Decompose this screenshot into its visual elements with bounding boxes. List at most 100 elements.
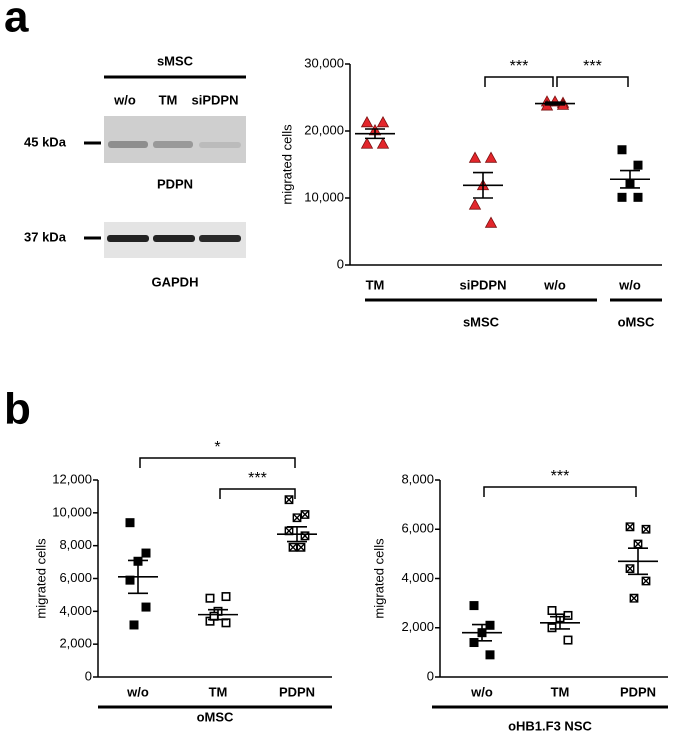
data-point	[296, 542, 306, 552]
x-tick-label: w/o	[543, 277, 566, 292]
data-point	[284, 495, 294, 505]
lane-label: siPDPN	[192, 92, 239, 107]
data-point	[141, 548, 151, 558]
significance-bracket	[556, 76, 629, 87]
x-tick-label: PDPN	[620, 684, 656, 699]
significance-bracket	[484, 76, 554, 87]
x-tick-label: w/o	[618, 277, 641, 292]
panel-letter: a	[4, 0, 29, 42]
y-tick-label: 4,000	[59, 603, 92, 618]
x-tick-label: TM	[551, 684, 570, 699]
data-point	[141, 602, 151, 612]
data-point	[360, 137, 374, 149]
data-point	[633, 539, 643, 549]
data-point	[360, 115, 374, 128]
sem-bar	[472, 623, 492, 642]
y-tick-label: 10,000	[52, 504, 92, 519]
data-point	[376, 137, 390, 149]
blot-band	[153, 141, 193, 148]
data-point	[288, 542, 298, 552]
x-tick-label: w/o	[470, 684, 493, 699]
data-point	[633, 160, 643, 170]
blot: sMSC w/o TM siPDPN 45 kDa PDPN 37 kDa GA…	[24, 53, 246, 289]
lane-label: TM	[159, 92, 178, 107]
y-tick-label: 8,000	[59, 537, 92, 552]
blot-band	[107, 235, 149, 242]
y-axis-title: migrated cells	[279, 124, 294, 205]
sem-bar	[620, 169, 640, 189]
data-point	[221, 592, 231, 602]
data-point	[125, 575, 135, 585]
group-label: oHB1.F3 NSC	[508, 718, 592, 733]
group-label: oMSC	[618, 314, 655, 329]
data-point	[129, 620, 139, 630]
data-point	[625, 522, 635, 532]
y-axis-title: migrated cells	[33, 538, 48, 619]
panel-letter: b	[4, 385, 31, 434]
size-marker: 45 kDa	[24, 134, 67, 149]
sem-bar	[550, 615, 570, 630]
data-point	[625, 564, 635, 574]
data-point	[641, 524, 651, 534]
significance-bracket	[139, 457, 296, 468]
y-tick-label: 2,000	[59, 636, 92, 651]
data-point	[469, 638, 479, 648]
y-tick-label: 4,000	[401, 570, 434, 585]
data-point	[376, 115, 390, 128]
x-tick-label: PDPN	[279, 684, 315, 699]
sem-bar	[365, 128, 385, 140]
size-marker: 37 kDa	[24, 229, 67, 244]
y-tick-label: 0	[427, 668, 434, 683]
sem-bar	[287, 525, 307, 543]
blot-band	[199, 142, 241, 148]
y-tick-label: 0	[337, 256, 344, 271]
protein-label: GAPDH	[152, 274, 199, 289]
y-tick-label: 10,000	[304, 189, 344, 204]
data-point	[563, 635, 573, 645]
significance-bracket	[219, 488, 296, 499]
blot-band	[199, 235, 241, 242]
sem-bar	[473, 171, 493, 199]
data-point	[641, 576, 651, 586]
blot-header: sMSC	[157, 53, 194, 68]
data-point	[547, 623, 557, 633]
data-point	[469, 601, 479, 611]
data-point	[617, 192, 627, 202]
data-point	[284, 526, 294, 536]
significance-label: ***	[551, 468, 570, 485]
y-tick-label: 12,000	[52, 471, 92, 486]
y-axis-title: migrated cells	[371, 538, 386, 619]
data-point	[125, 518, 135, 528]
significance-bracket	[483, 486, 637, 497]
sem-bar	[628, 547, 648, 576]
significance-label: ***	[583, 58, 602, 75]
significance-label: ***	[510, 58, 529, 75]
data-point	[484, 216, 498, 228]
data-point	[485, 650, 495, 660]
protein-label: PDPN	[157, 176, 193, 191]
y-tick-label: 0	[85, 668, 92, 683]
y-tick-label: 8,000	[401, 471, 434, 486]
x-tick-label: siPDPN	[460, 277, 507, 292]
data-point	[484, 151, 498, 163]
lane-label: w/o	[113, 92, 136, 107]
y-tick-label: 2,000	[401, 619, 434, 634]
group-label: oMSC	[197, 709, 234, 724]
blot-band	[108, 141, 148, 148]
data-point	[468, 151, 482, 163]
y-tick-label: 30,000	[304, 55, 344, 70]
data-point	[300, 510, 310, 519]
data-point	[633, 192, 643, 202]
group-label: sMSC	[463, 314, 500, 329]
data-point	[292, 513, 302, 523]
x-tick-label: w/o	[126, 684, 149, 699]
sem-bar	[545, 101, 565, 106]
blot-membrane	[104, 116, 246, 163]
x-tick-label: TM	[209, 684, 228, 699]
data-point	[468, 198, 482, 210]
data-point	[300, 531, 310, 541]
data-point	[205, 593, 215, 603]
sem-bar	[128, 559, 148, 595]
data-point	[617, 145, 627, 155]
blot-band	[153, 235, 195, 242]
